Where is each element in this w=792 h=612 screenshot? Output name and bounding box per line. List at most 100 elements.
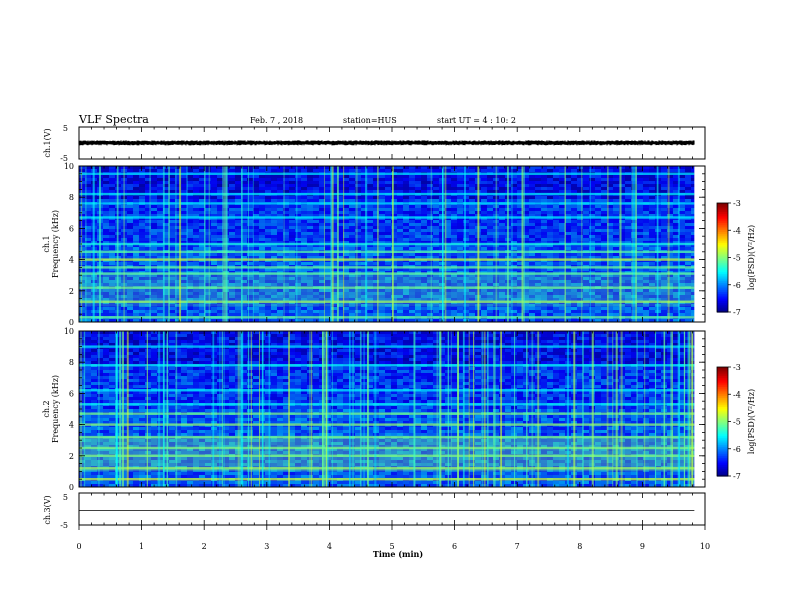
spectrogram-cell [337, 298, 343, 301]
spectrogram-cell [301, 190, 307, 193]
spectrogram-cell [247, 220, 253, 223]
spectrogram-cell [427, 214, 433, 217]
spectrogram-cell [97, 166, 103, 169]
spectrogram-cell [457, 178, 463, 181]
spectrogram-cell [427, 190, 433, 193]
spectrogram-cell [499, 241, 505, 244]
spectrogram-cell [169, 253, 175, 256]
spectrogram-cell [427, 262, 433, 265]
spectrogram-cell [163, 280, 169, 283]
spectrogram-cell [565, 280, 571, 283]
spectrogram-cell [283, 268, 289, 271]
spectrogram-cell [247, 199, 253, 202]
spectrogram-cell [667, 241, 673, 244]
spectrogram-cell [283, 214, 289, 217]
spectrogram-cell [343, 229, 349, 232]
spectrogram-cell [409, 280, 415, 283]
spectrogram-cell [97, 280, 103, 283]
spectrogram-cell [667, 244, 673, 247]
spectrogram-cell [667, 214, 673, 217]
spectrogram-cell [571, 178, 577, 181]
spectrogram-cell [283, 253, 289, 256]
spectrogram-cell [229, 235, 235, 238]
spectrogram-cell [511, 280, 517, 283]
spectrogram-cell [211, 253, 217, 256]
spectrogram-cell [661, 238, 667, 241]
spectrogram-cell [295, 178, 301, 181]
spectrogram-cell [673, 220, 679, 223]
spectrogram-cell [565, 256, 571, 259]
spectrogram-cell [409, 199, 415, 202]
spectrogram-cell [205, 238, 211, 241]
spectrogram-cell [607, 208, 613, 211]
spectrogram-cell [355, 268, 361, 271]
spectrogram-cell [577, 280, 583, 283]
spectrogram-cell [439, 295, 445, 298]
spectrogram-cell [247, 241, 253, 244]
spectrogram-cell [313, 289, 319, 292]
spectrogram-cell [121, 223, 127, 226]
spectrogram-cell [595, 226, 601, 229]
spectrogram-cell [601, 298, 607, 301]
spectrogram-cell [217, 292, 223, 295]
spectrogram-cell [205, 196, 211, 199]
spectrogram-cell [601, 229, 607, 232]
spectrogram-cell [151, 235, 157, 238]
spectrogram-cell [247, 256, 253, 259]
spectrogram-cell [511, 178, 517, 181]
spectrogram-cell [433, 247, 439, 250]
spectrogram-cell [439, 220, 445, 223]
spectrogram-cell [661, 187, 667, 190]
spectrogram-cell [661, 166, 667, 169]
spectrogram-cell [139, 196, 145, 199]
spectrogram-cell [247, 238, 253, 241]
spectrogram-cell [313, 235, 319, 238]
spectrogram-cell [433, 289, 439, 292]
spectrogram-cell [181, 262, 187, 265]
spectrogram-cell [367, 280, 373, 283]
spectrogram-cell [397, 181, 403, 184]
spectrogram-cell [103, 211, 109, 214]
spectrogram-cell [649, 178, 655, 181]
spectrogram-cell [307, 289, 313, 292]
spectrogram-cell [691, 277, 697, 280]
spectrogram-cell [637, 175, 643, 178]
spectrogram-cell [271, 295, 277, 298]
spectrogram-cell [313, 283, 319, 286]
spectrogram-cell [259, 262, 265, 265]
spectrogram-cell [121, 220, 127, 223]
spectrogram-cell [643, 196, 649, 199]
spectrogram-cell [373, 274, 379, 277]
spectrogram-cell [139, 274, 145, 277]
spectrogram-cell [607, 226, 613, 229]
spectrogram-cell [481, 307, 487, 310]
spectrogram-cell [289, 238, 295, 241]
spectrogram-cell [151, 238, 157, 241]
spectrogram-cell [667, 268, 673, 271]
spectrogram-cell [145, 211, 151, 214]
spectrogram-cell [685, 199, 691, 202]
spectrogram-cell [331, 187, 337, 190]
spectrogram-cell [121, 232, 127, 235]
spectrogram-cell [301, 283, 307, 286]
spectrogram-cell [337, 277, 343, 280]
spectrogram-cell [199, 244, 205, 247]
spectrogram-cell [361, 274, 367, 277]
spectrogram-cell [277, 274, 283, 277]
spectrogram-cell [487, 229, 493, 232]
spectrogram-cell [139, 229, 145, 232]
spectrogram-cell [301, 208, 307, 211]
spectrogram-cell [571, 268, 577, 271]
spectrogram-cell [157, 310, 163, 313]
spectrogram-cell [421, 304, 427, 307]
spectrogram-cell [109, 181, 115, 184]
spectrogram-cell [397, 292, 403, 295]
spectrogram-cell [559, 196, 565, 199]
spectrogram-cell [385, 253, 391, 256]
spectrogram-cell [199, 196, 205, 199]
spectrogram-cell [109, 295, 115, 298]
spectrogram-cell [553, 232, 559, 235]
spectrogram-cell [607, 268, 613, 271]
spectrogram-cell [547, 232, 553, 235]
spectrogram-cell [595, 253, 601, 256]
